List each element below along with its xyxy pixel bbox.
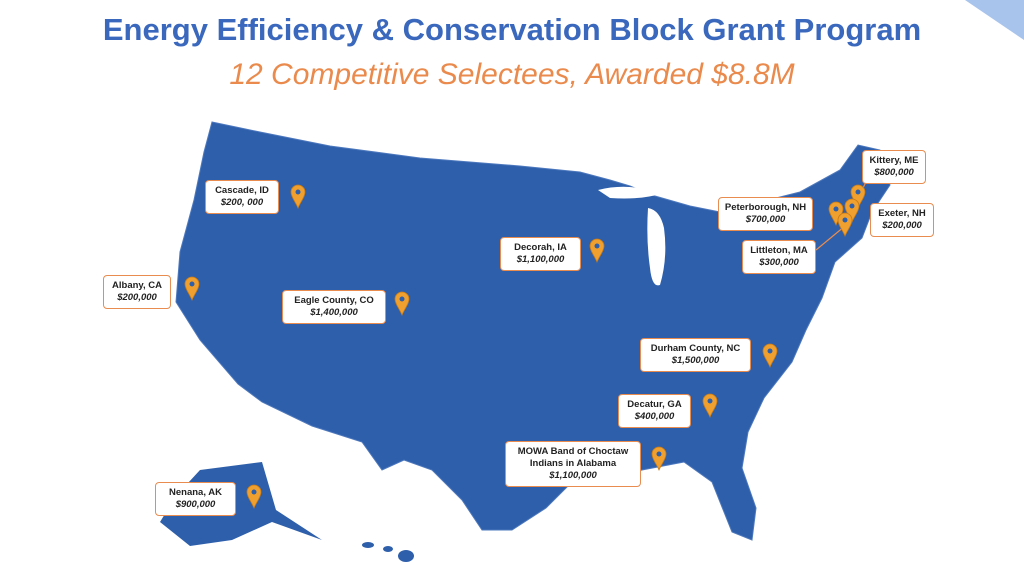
selectee-award: $200, 000	[220, 197, 264, 208]
corner-accent	[965, 0, 1024, 40]
selectee-label: Decatur, GA $400,000	[618, 394, 691, 428]
leader-line	[815, 225, 846, 251]
selectee-label: Albany, CA $200,000	[103, 275, 171, 309]
pin-hole	[594, 243, 600, 249]
selectee-name: Durham County, NC	[650, 343, 741, 354]
pins	[184, 179, 868, 510]
pin	[290, 184, 306, 210]
pin	[850, 184, 866, 210]
pin-hole	[842, 217, 848, 223]
selectee-name: MOWA Band of Choctaw Indians in Alabama	[517, 446, 629, 469]
selectee-label: Cascade, ID $200, 000	[205, 180, 279, 214]
hawaii-island	[362, 542, 374, 548]
selectee-name: Exeter, NH	[878, 208, 926, 219]
selectee-label: Kittery, ME $800,000	[862, 150, 926, 184]
pin	[651, 446, 667, 472]
pin-hole	[656, 451, 662, 457]
selectee-award: $1,500,000	[671, 355, 720, 366]
selectee-award: $400,000	[634, 411, 675, 422]
pin	[394, 291, 410, 317]
selectee-label: Eagle County, CO $1,400,000	[282, 290, 386, 324]
selectee-name: Nenana, AK	[169, 487, 222, 498]
selectee-name: Littleton, MA	[750, 245, 808, 256]
selectee-award: $1,400,000	[310, 307, 358, 318]
selectee-award: $200,000	[117, 292, 157, 303]
hawaii-island	[383, 546, 393, 552]
pin	[246, 484, 262, 510]
selectee-award: $1,100,000	[516, 254, 565, 265]
title: Energy Efficiency & Conservation Block G…	[102, 12, 922, 47]
selectee-name: Kittery, ME	[869, 155, 919, 166]
pin	[844, 198, 860, 224]
selectee-label: Littleton, MA $300,000	[742, 240, 816, 274]
selectee-name: Peterborough, NH	[724, 202, 807, 213]
pin	[837, 212, 853, 238]
selectee-award: $1,100,000	[549, 470, 597, 481]
selectee-label: Peterborough, NH $700,000	[718, 197, 813, 231]
selectee-award: $700,000	[745, 214, 786, 225]
pin-hole	[189, 281, 195, 287]
selectee-label: Nenana, AK $900,000	[155, 482, 236, 516]
selectee-award: $800,000	[874, 167, 914, 178]
selectee-label: Durham County, NC $1,500,000	[640, 338, 751, 372]
pin	[589, 238, 605, 264]
selectee-award: $300,000	[759, 257, 799, 268]
pin-hole	[295, 189, 301, 195]
pin-hole	[767, 348, 773, 354]
selectee-award: $900,000	[175, 499, 216, 510]
pin-hole	[251, 489, 257, 495]
pin	[762, 343, 778, 369]
selectee-name: Decatur, GA	[627, 399, 682, 410]
pin	[184, 276, 200, 302]
selectee-award: $200,000	[882, 220, 922, 231]
selectee-name: Eagle County, CO	[294, 295, 374, 306]
pin-hole	[399, 296, 405, 302]
selectee-label: MOWA Band of Choctaw Indians in Alabama $…	[505, 441, 641, 487]
selectee-name: Albany, CA	[112, 280, 162, 291]
lake-superior	[598, 186, 660, 199]
pin	[702, 393, 718, 419]
hawaii-island	[398, 550, 414, 562]
selectee-name: Decorah, IA	[514, 242, 567, 253]
contiguous-us	[175, 121, 891, 541]
lake-michigan	[647, 208, 666, 286]
selectee-name: Cascade, ID	[215, 185, 269, 196]
pin-hole	[833, 206, 839, 212]
pin-hole	[849, 203, 855, 209]
pin-hole	[855, 189, 861, 195]
selectee-label: Decorah, IA $1,100,000	[500, 237, 581, 271]
subtitle: 12 Competitive Selectees, Awarded $8.8M	[229, 58, 795, 91]
pin-hole	[707, 398, 713, 404]
selectee-label: Exeter, NH $200,000	[870, 203, 934, 237]
